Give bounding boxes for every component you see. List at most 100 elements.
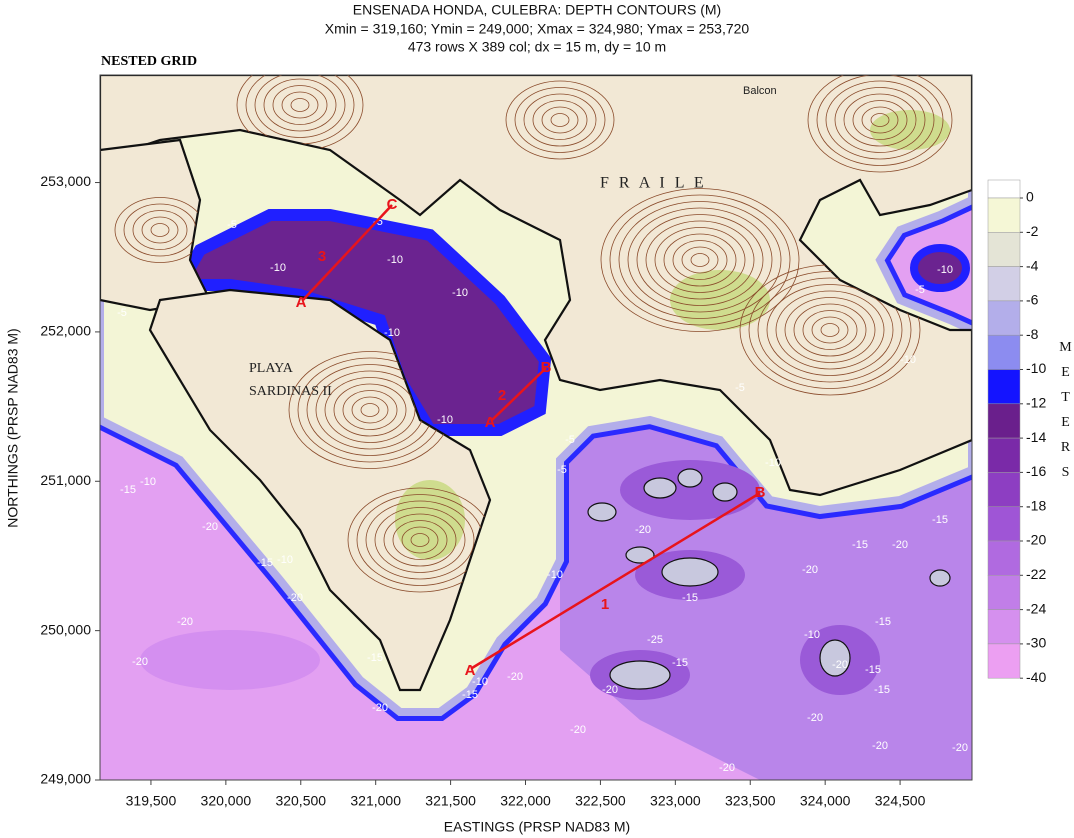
colorbar-swatch	[987, 300, 1021, 336]
relief-contour	[550, 113, 570, 127]
relief-contour	[852, 100, 908, 140]
relief-contour	[672, 240, 728, 280]
depression	[140, 630, 320, 690]
relief-contour	[636, 214, 764, 306]
colorbar-swatch	[987, 643, 1021, 679]
map-area	[100, 75, 972, 780]
relief-contour	[360, 403, 380, 417]
relief-contour	[333, 383, 407, 437]
contour-label: -10	[452, 287, 468, 299]
relief-contour	[681, 246, 719, 274]
contour-label: -10	[140, 476, 156, 488]
colorbar-swatch	[987, 506, 1021, 542]
colorbar-label: -12	[1026, 395, 1046, 411]
contour-label: -10	[937, 264, 953, 276]
contour-label: -20	[507, 671, 523, 683]
relief-contour	[392, 520, 448, 560]
x-tick-label: 322,000	[500, 793, 551, 809]
contour-label: -10	[765, 457, 781, 469]
contour-label: -20	[570, 724, 586, 736]
grid-info: 473 rows X 389 col; dx = 15 m, dy = 10 m	[408, 39, 666, 55]
relief-contour	[263, 78, 337, 132]
relief-contour	[618, 201, 782, 319]
relief-contour	[870, 113, 890, 127]
contour-label: -20	[892, 539, 908, 551]
place-name: PLAYA	[249, 361, 294, 376]
relief-contour	[365, 500, 475, 580]
colorbar-label: -24	[1026, 600, 1046, 616]
contour-label: -5	[915, 284, 925, 296]
contour-label: -5	[735, 382, 745, 394]
colorbar-label: -4	[1026, 257, 1039, 273]
title: ENSENADA HONDA, CULEBRA: DEPTH CONTOURS …	[353, 2, 721, 18]
colorbar-swatch	[987, 232, 1021, 267]
contour-label: -15	[875, 616, 891, 628]
relief-contour	[793, 303, 867, 357]
contour-label: -15	[852, 539, 868, 551]
transect-line	[491, 367, 547, 421]
contour-label: -25	[647, 634, 663, 646]
contour-label: -20	[832, 659, 848, 671]
contour-label: -10	[270, 262, 286, 274]
relief-contour	[600, 188, 800, 332]
contour-label: -15	[672, 657, 688, 669]
relief-contour	[290, 98, 310, 112]
contour-label: -15	[865, 664, 881, 676]
relief-contour	[272, 85, 328, 125]
x-tick-label: 322,500	[575, 793, 626, 809]
contour-label: -10	[387, 254, 403, 266]
contour-label: -20	[287, 592, 303, 604]
subtitle: Xmin = 319,160; Ymin = 249,000; Xmax = 3…	[325, 21, 750, 37]
place-name: Balcon	[743, 85, 777, 97]
contour-label: -20	[719, 762, 735, 774]
relief-contour	[757, 277, 903, 383]
colorbar-top	[987, 179, 1021, 199]
vegetation	[395, 480, 465, 560]
x-tick-label: 323,000	[650, 793, 701, 809]
contour-label: -15	[367, 652, 383, 664]
transect-end: C	[387, 196, 398, 213]
island	[712, 482, 738, 502]
relief-contour	[654, 227, 746, 293]
colorbar-label: 0	[1026, 189, 1034, 205]
x-tick-label: 319,500	[126, 793, 177, 809]
transect-number: 3	[318, 248, 326, 265]
relief-contour	[663, 233, 737, 287]
colorbar-swatch	[987, 540, 1021, 576]
contour-label: -20	[952, 742, 968, 754]
colorbar-swatch	[987, 266, 1021, 302]
colorbar-swatch	[987, 575, 1021, 610]
colorbar-swatch	[987, 437, 1021, 473]
vegetation	[870, 110, 950, 150]
contour-label: -20	[807, 712, 823, 724]
island	[643, 477, 677, 499]
contour-label: -15	[120, 484, 136, 496]
relief-contour	[748, 271, 912, 389]
x-tick-label: 321,500	[425, 793, 476, 809]
colorbar-label: -22	[1026, 566, 1046, 582]
relief-contour	[523, 93, 597, 147]
colorbar-label: -40	[1026, 669, 1046, 685]
contour-label: -15	[682, 592, 698, 604]
contour-label: -10	[277, 554, 293, 566]
contour-label: -5	[117, 307, 127, 319]
bay	[169, 209, 552, 436]
relief-contour	[514, 87, 606, 153]
colorbar-label: -6	[1026, 292, 1039, 308]
relief-contour	[820, 323, 840, 337]
relief-contour	[505, 80, 615, 160]
contour-label: -20	[132, 656, 148, 668]
relief-contour	[645, 220, 755, 300]
relief-contour	[609, 194, 791, 326]
colorbar-label: -2	[1026, 223, 1039, 239]
contour-label: -5	[227, 219, 237, 231]
contour-label: -20	[635, 524, 651, 536]
shoal	[620, 460, 760, 520]
grid-label: NESTED GRID	[101, 54, 197, 69]
island	[929, 569, 951, 587]
relief-contour	[401, 526, 439, 554]
relief-contour	[807, 75, 953, 173]
relief-contour	[861, 106, 899, 134]
